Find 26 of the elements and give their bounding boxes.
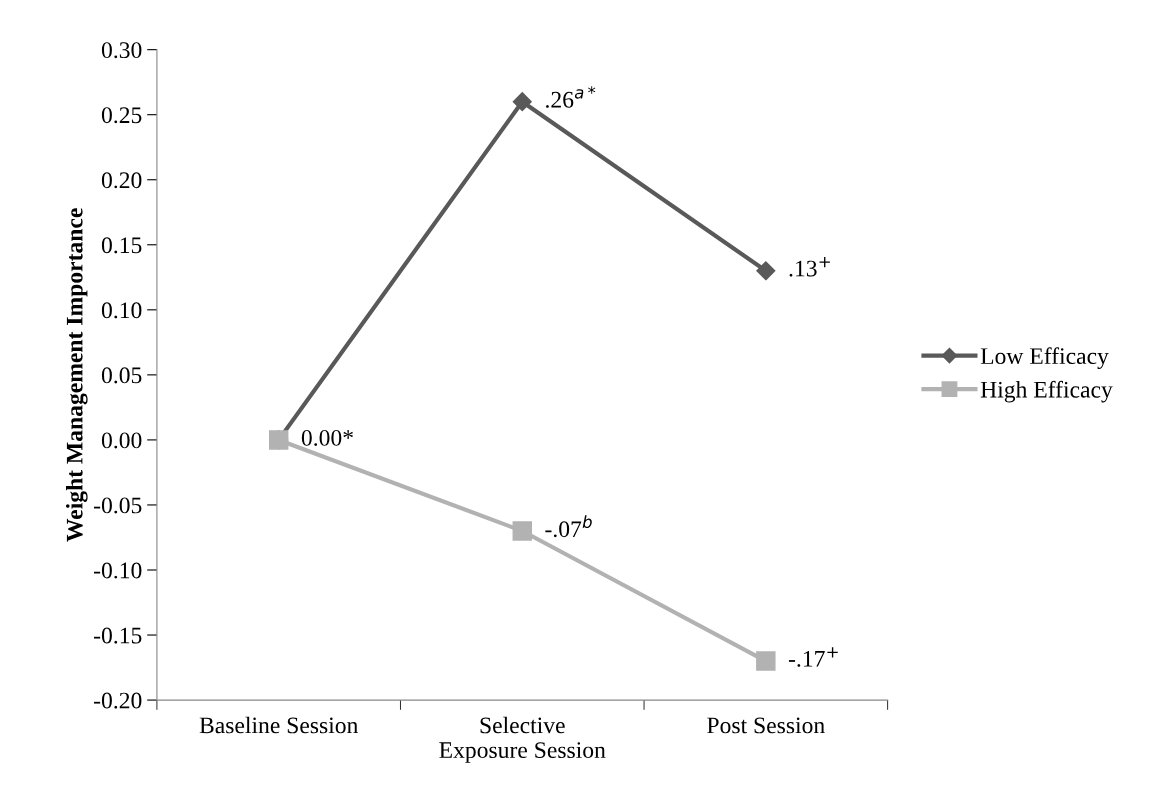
y-tick-label: 0.20 — [101, 172, 142, 189]
y-tick-label: 0.10 — [101, 302, 142, 319]
point — [756, 261, 776, 281]
y-tick-label: -0.10 — [94, 562, 142, 579]
y-tick-label: 0.15 — [101, 237, 142, 254]
x-tick-label: Post Session — [707, 717, 825, 734]
x-tick-label: Baseline Session — [199, 716, 359, 734]
y-tick-label: 0.25 — [101, 107, 142, 124]
y-tick-label: -0.20 — [94, 692, 142, 709]
annotation: -.17$^{+}$ — [788, 647, 838, 667]
y-tick-label: 0.05 — [101, 367, 142, 384]
annotation: 0.00* — [301, 429, 353, 446]
y-axis-title: Weight Management Importance — [66, 208, 88, 542]
y-tick-label: 0.30 — [101, 42, 142, 59]
y-tick-label: 0.00 — [101, 432, 142, 449]
x-tick-label: Selective Exposure Session — [439, 716, 606, 763]
legend-label: High Efficacy — [980, 380, 1113, 403]
point — [512, 521, 532, 541]
point — [756, 651, 776, 671]
y-tick-label: -0.05 — [94, 497, 142, 514]
annotation: .13$^{+}$ — [789, 256, 830, 277]
annotation: .26$^{a*}$ — [546, 86, 596, 108]
annotation: -.07$^{b}$ — [545, 515, 592, 538]
legend-label: Low Efficacy — [980, 347, 1109, 369]
point — [512, 92, 532, 112]
y-tick-label: -0.15 — [94, 627, 142, 644]
